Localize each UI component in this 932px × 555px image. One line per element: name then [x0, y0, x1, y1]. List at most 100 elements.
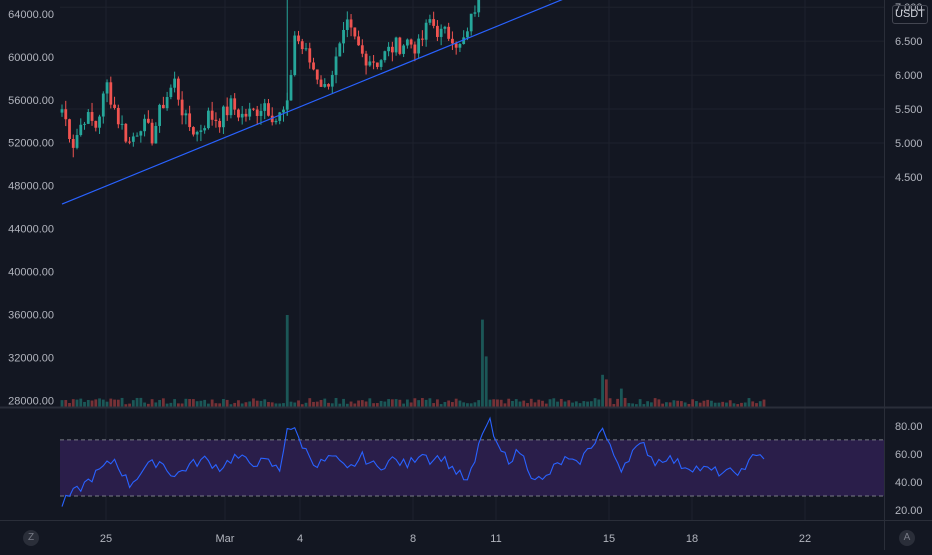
volume-bar	[413, 398, 417, 407]
volume-bar	[672, 400, 676, 407]
candle-body	[270, 115, 274, 123]
volume-bar	[379, 400, 383, 407]
auto-scale-button[interactable]: A	[899, 530, 915, 546]
volume-bar	[721, 401, 725, 407]
candle-body	[218, 120, 222, 128]
time-axis-tick: 4	[297, 533, 303, 545]
candle-body	[413, 44, 417, 54]
left-axis-tick: 64000.00	[8, 9, 54, 21]
candle-body	[90, 112, 94, 121]
currency-label: USDT	[895, 8, 925, 20]
rsi-axis-tick: 20.00	[895, 505, 923, 517]
candle-body	[417, 38, 421, 54]
left-axis-tick: 52000.00	[8, 138, 54, 150]
time-axis-tick: 11	[490, 533, 501, 545]
currency-badge[interactable]: USDT	[892, 5, 928, 24]
candle-body	[169, 87, 173, 98]
volume-bar	[259, 400, 263, 407]
axes: 64000.00 60000.00 56000.00 52000.00 48000.00…	[8, 2, 923, 545]
volume-bar	[458, 400, 462, 407]
volume-bar	[139, 397, 143, 407]
candle-body	[267, 103, 270, 116]
candle-body	[184, 113, 188, 116]
candle-body	[165, 97, 169, 109]
volume-bar	[499, 399, 503, 407]
candle-body	[86, 112, 90, 124]
volume-bar	[601, 374, 604, 407]
candle-body	[244, 113, 248, 117]
volume-bar	[541, 400, 544, 407]
volume-bar	[300, 404, 304, 407]
volume-bar	[338, 403, 342, 407]
rsi-axis-tick: 40.00	[895, 477, 923, 489]
volume-bar	[207, 403, 210, 407]
left-axis-tick: 44000.00	[8, 224, 54, 236]
volume-bar	[638, 399, 642, 407]
candle-body	[297, 35, 300, 42]
volume-bar	[496, 399, 499, 407]
volume-bar	[79, 398, 83, 407]
volume-bar	[214, 403, 218, 407]
candle-body	[150, 122, 154, 144]
volume-bar	[698, 402, 702, 407]
rsi-line-group	[61, 416, 765, 507]
time-axis-tick: 15	[603, 533, 615, 545]
volume-bar	[195, 401, 199, 407]
volume-bar	[304, 402, 308, 407]
volume-bar	[263, 399, 267, 407]
candle-body	[199, 130, 203, 132]
volume-bar	[747, 398, 751, 407]
trendlines[interactable]	[61, 0, 884, 205]
volume-bar	[518, 401, 522, 407]
candle-body	[319, 79, 323, 87]
volume-bar	[466, 403, 469, 407]
volume-bar	[285, 315, 289, 407]
candle-body	[420, 38, 424, 40]
candle-body	[466, 31, 469, 38]
candle-body	[191, 127, 195, 135]
candle-body	[368, 61, 372, 66]
candle-body	[71, 138, 75, 148]
candle-body	[83, 123, 86, 125]
volume-bar	[743, 402, 747, 407]
volume-bar	[623, 397, 627, 407]
scale-mode-right: A	[903, 532, 911, 543]
volume-bar	[616, 398, 619, 407]
volume-bar	[537, 399, 541, 407]
candles[interactable]	[60, 0, 766, 158]
volume-bar	[642, 404, 646, 407]
timezone-button[interactable]: Z	[23, 530, 39, 546]
volume-bar	[176, 403, 180, 407]
volume-bar	[64, 400, 68, 407]
volume-bar	[154, 402, 158, 407]
candle-body	[289, 75, 293, 101]
candle-body	[255, 109, 259, 116]
candle-body	[248, 108, 252, 117]
candle-body	[402, 45, 406, 54]
volume-bar	[252, 398, 255, 407]
volume-bar	[751, 401, 755, 407]
candle-body	[454, 43, 458, 48]
candle-body	[432, 19, 436, 26]
volume-bar	[357, 400, 360, 407]
candle-body	[364, 53, 368, 66]
volume-bar	[101, 399, 105, 407]
left-axis-tick: 48000.00	[8, 181, 54, 193]
volume-bar	[451, 402, 454, 407]
volume-bar	[578, 403, 582, 407]
volume-bar	[612, 404, 616, 407]
volume-bar	[308, 398, 312, 407]
candle-body	[372, 61, 375, 63]
volume-bar	[567, 400, 571, 407]
volume-bar	[71, 399, 75, 407]
volume-bar	[477, 400, 481, 407]
candle-body	[375, 62, 379, 67]
scale-mode-left: Z	[27, 532, 35, 543]
volume-bar	[526, 403, 529, 407]
candle-body	[330, 74, 334, 87]
volume-bar	[559, 398, 563, 407]
candle-body	[345, 19, 349, 30]
candle-body	[390, 46, 394, 53]
candle-body	[176, 78, 180, 100]
